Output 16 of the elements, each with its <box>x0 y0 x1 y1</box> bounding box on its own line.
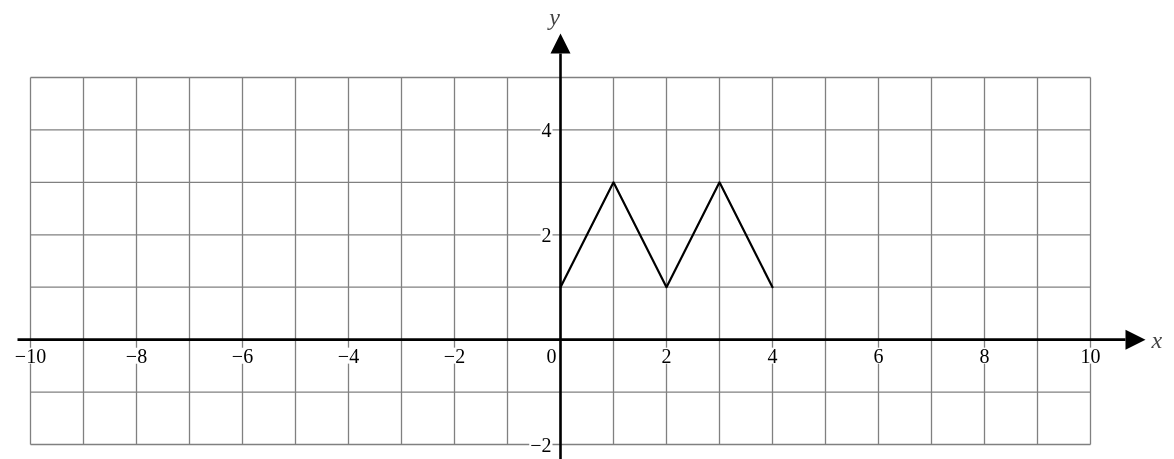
x-axis-title: x <box>1150 326 1163 353</box>
x-tick-label: 2 <box>661 344 672 367</box>
y-tick-label: 4 <box>541 118 552 141</box>
y-axis-title: y <box>547 3 561 30</box>
x-tick-label: −8 <box>125 344 148 367</box>
x-tick-label: −10 <box>14 344 47 367</box>
x-tick-label: 8 <box>979 344 990 367</box>
x-tick-label: −4 <box>337 344 360 367</box>
x-tick-label: 6 <box>873 344 884 367</box>
x-tick-label: −6 <box>231 344 254 367</box>
x-tick-label: 0 <box>546 344 557 367</box>
x-tick-label: −2 <box>443 344 466 367</box>
y-tick-label: −2 <box>530 433 552 456</box>
y-tick-label: 2 <box>541 223 552 246</box>
x-tick-label: 10 <box>1080 344 1101 367</box>
x-tick-label: 4 <box>767 344 778 367</box>
